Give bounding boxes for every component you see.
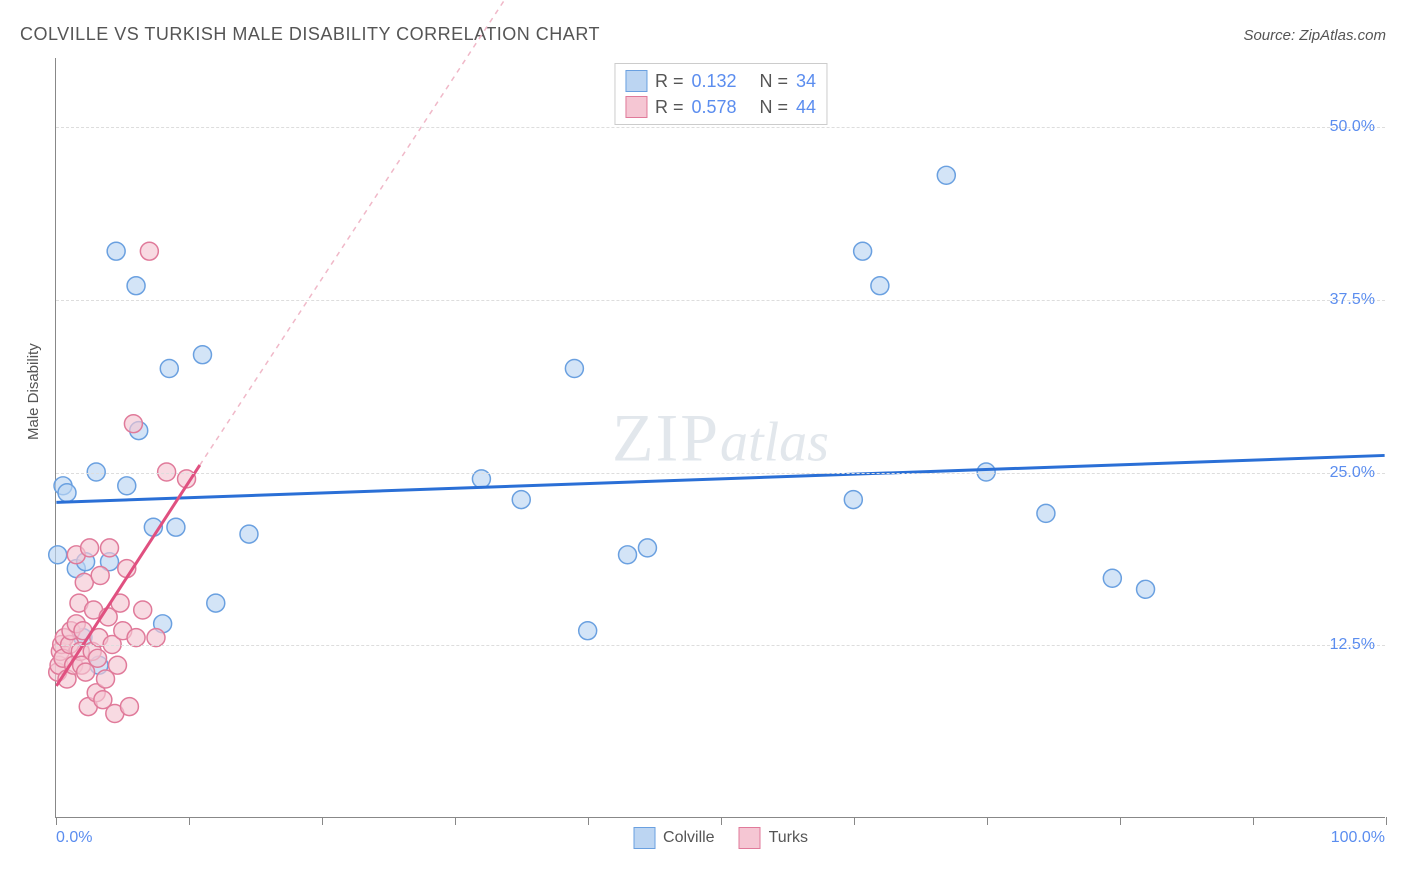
colville-point bbox=[565, 360, 583, 378]
x-tick bbox=[1386, 817, 1387, 825]
chart-title: COLVILLE VS TURKISH MALE DISABILITY CORR… bbox=[20, 24, 600, 45]
colville-trend-line bbox=[56, 455, 1384, 502]
colville-point bbox=[107, 242, 125, 260]
legend-correlation-row: R = 0.578 N = 44 bbox=[625, 94, 816, 120]
colville-point bbox=[619, 546, 637, 564]
x-tick bbox=[1120, 817, 1121, 825]
x-tick bbox=[455, 817, 456, 825]
colville-point bbox=[1037, 504, 1055, 522]
turks-point bbox=[91, 567, 109, 585]
legend-r-value: 0.132 bbox=[691, 71, 751, 92]
legend-series: Colville Turks bbox=[633, 827, 808, 849]
x-axis-min-label: 0.0% bbox=[56, 829, 92, 847]
legend-series-item: Turks bbox=[739, 827, 808, 849]
y-tick-label: 25.0% bbox=[1330, 464, 1375, 482]
x-tick bbox=[854, 817, 855, 825]
legend-series-label: Turks bbox=[769, 829, 808, 847]
colville-point bbox=[49, 546, 67, 564]
legend-swatch bbox=[625, 70, 647, 92]
colville-point bbox=[844, 491, 862, 509]
x-tick bbox=[1253, 817, 1254, 825]
x-tick bbox=[721, 817, 722, 825]
x-tick bbox=[588, 817, 589, 825]
colville-point bbox=[638, 539, 656, 557]
legend-series-item: Colville bbox=[633, 827, 715, 849]
x-tick bbox=[56, 817, 57, 825]
colville-point bbox=[193, 346, 211, 364]
legend-correlation-row: R = 0.132 N = 34 bbox=[625, 68, 816, 94]
legend-n-label: N = bbox=[759, 97, 788, 118]
colville-point bbox=[127, 277, 145, 295]
turks-trend-extrapolated bbox=[200, 0, 548, 465]
colville-point bbox=[937, 166, 955, 184]
colville-point bbox=[1137, 580, 1155, 598]
colville-point bbox=[1103, 569, 1121, 587]
turks-point bbox=[108, 656, 126, 674]
gridline-horizontal bbox=[56, 300, 1385, 301]
gridline-horizontal bbox=[56, 645, 1385, 646]
plot-area: ZIPatlas R =0.132N =34R =0.578N =44 Colv… bbox=[55, 58, 1385, 818]
source-attribution: Source: ZipAtlas.com bbox=[1243, 27, 1386, 44]
turks-point bbox=[81, 539, 99, 557]
legend-r-label: R = bbox=[655, 71, 684, 92]
legend-swatch bbox=[633, 827, 655, 849]
y-tick-label: 50.0% bbox=[1330, 118, 1375, 136]
y-tick-label: 12.5% bbox=[1330, 636, 1375, 654]
colville-point bbox=[579, 622, 597, 640]
colville-point bbox=[512, 491, 530, 509]
colville-point bbox=[160, 360, 178, 378]
x-tick bbox=[987, 817, 988, 825]
gridline-horizontal bbox=[56, 127, 1385, 128]
colville-point bbox=[240, 525, 258, 543]
legend-n-label: N = bbox=[759, 71, 788, 92]
legend-n-value: 44 bbox=[796, 97, 816, 118]
turks-point bbox=[127, 629, 145, 647]
turks-point bbox=[124, 415, 142, 433]
colville-point bbox=[118, 477, 136, 495]
colville-point bbox=[167, 518, 185, 536]
x-tick bbox=[189, 817, 190, 825]
turks-point bbox=[140, 242, 158, 260]
y-tick-label: 37.5% bbox=[1330, 291, 1375, 309]
legend-r-value: 0.578 bbox=[691, 97, 751, 118]
y-axis-label: Male Disability bbox=[25, 343, 42, 440]
legend-swatch bbox=[739, 827, 761, 849]
turks-point bbox=[134, 601, 152, 619]
turks-point bbox=[147, 629, 165, 647]
turks-point bbox=[101, 539, 119, 557]
chart-svg bbox=[56, 58, 1385, 817]
colville-point bbox=[854, 242, 872, 260]
colville-point bbox=[871, 277, 889, 295]
legend-series-label: Colville bbox=[663, 829, 715, 847]
colville-point bbox=[58, 484, 76, 502]
legend-correlation: R = 0.132 N = 34 R = 0.578 N = 44 bbox=[614, 63, 827, 125]
legend-n-value: 34 bbox=[796, 71, 816, 92]
x-axis-max-label: 100.0% bbox=[1331, 829, 1385, 847]
colville-point bbox=[207, 594, 225, 612]
turks-point bbox=[89, 649, 107, 667]
turks-point bbox=[120, 698, 138, 716]
gridline-horizontal bbox=[56, 473, 1385, 474]
x-tick bbox=[322, 817, 323, 825]
legend-swatch bbox=[625, 96, 647, 118]
legend-r-label: R = bbox=[655, 97, 684, 118]
header: COLVILLE VS TURKISH MALE DISABILITY CORR… bbox=[20, 24, 1386, 45]
